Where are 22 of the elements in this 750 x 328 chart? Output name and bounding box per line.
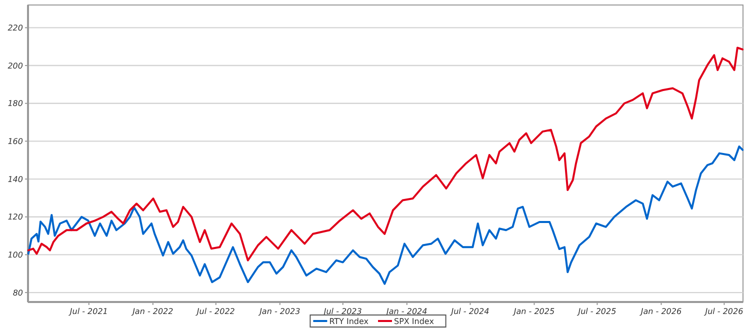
x-tick-label: Jan - 2025 [512, 307, 555, 316]
y-tick-label: 220 [8, 24, 23, 32]
x-tick-label: Jul - 2021 [68, 307, 108, 316]
legend-label: RTY Index [329, 316, 369, 326]
line-series [27, 46, 744, 262]
y-tick-label: 120 [8, 212, 23, 222]
x-tick-label: Jul - 2024 [449, 307, 490, 316]
x-tick-label: Jul - 2026 [703, 307, 744, 316]
line-series [27, 146, 744, 285]
x-tick-label: Jul - 2025 [576, 307, 616, 316]
y-tick-label: 140 [8, 174, 23, 184]
x-tick-label: Jan - 2023 [258, 307, 300, 316]
x-tick-label: Jan - 2026 [638, 307, 682, 316]
x-tick-label: Jan - 2024 [384, 307, 428, 316]
y-tick-label: 160 [8, 137, 23, 146]
y-tick-label: 100 [8, 250, 23, 260]
legend-label: SPX Index [394, 316, 434, 326]
y-tick-label: 200 [8, 61, 23, 70]
x-tick-label: Jan - 2022 [130, 307, 174, 316]
y-tick-label: 80 [12, 288, 23, 298]
y-tick-label: 180 [8, 99, 23, 108]
x-tick-label: Jul - 2022 [194, 307, 235, 316]
